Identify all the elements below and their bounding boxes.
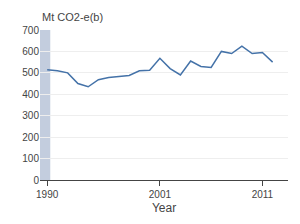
svg-text:Year: Year	[152, 201, 176, 215]
svg-text:2011: 2011	[252, 189, 274, 200]
svg-text:200: 200	[22, 132, 39, 143]
svg-text:1990: 1990	[36, 189, 59, 200]
svg-text:Mt CO2-e(b): Mt CO2-e(b)	[42, 11, 103, 23]
svg-text:500: 500	[22, 67, 39, 78]
svg-text:0: 0	[33, 175, 39, 186]
svg-text:700: 700	[22, 25, 39, 36]
svg-text:2001: 2001	[149, 189, 172, 200]
svg-text:400: 400	[22, 89, 39, 100]
svg-text:600: 600	[22, 46, 39, 57]
svg-text:300: 300	[22, 110, 39, 121]
svg-text:100: 100	[22, 153, 39, 164]
